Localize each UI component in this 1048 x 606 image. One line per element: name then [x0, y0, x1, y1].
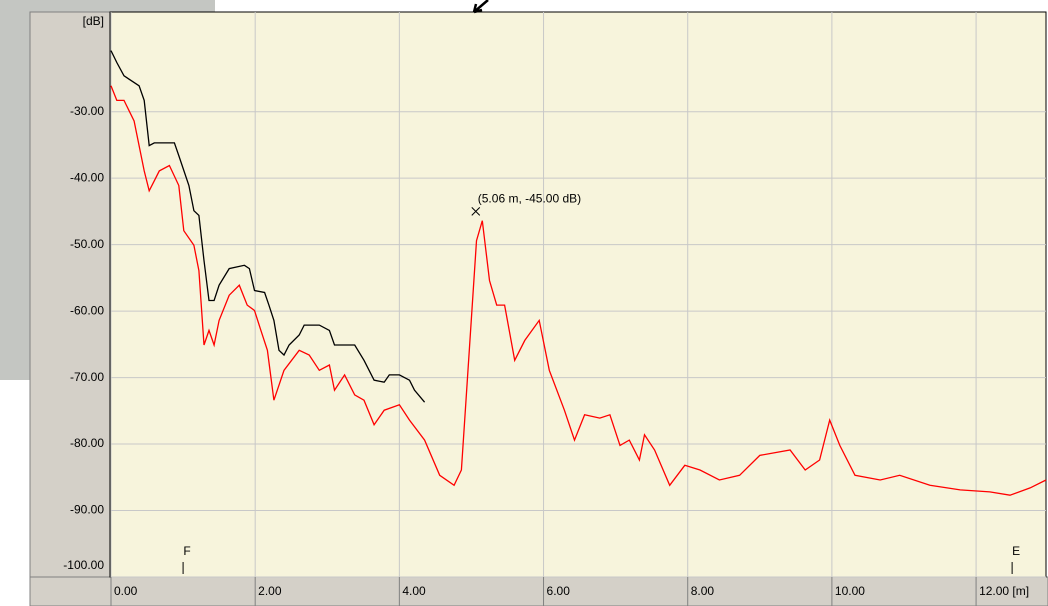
marker-label: F	[183, 544, 190, 558]
x-axis-panel	[29, 576, 1048, 606]
y-tick-label: -100.00	[63, 558, 104, 572]
x-tick-label: 10.00	[835, 584, 865, 598]
annotation-label: (5.06 m, -45.00 dB)	[478, 192, 581, 206]
background-photo	[0, 0, 215, 12]
y-tick-label: -40.00	[70, 170, 104, 184]
y-axis-label: [dB]	[83, 14, 104, 28]
background-photo	[0, 0, 30, 380]
y-axis-panel	[29, 11, 111, 606]
line-series	[110, 50, 426, 403]
y-tick-label: -70.00	[70, 370, 104, 384]
x-tick-label: 2.00	[258, 584, 282, 598]
marker-label: E	[1012, 544, 1020, 558]
y-tick-label: -90.00	[70, 503, 104, 517]
x-tick-label: 6.00	[547, 584, 571, 598]
annotation-point	[471, 207, 481, 216]
y-tick-label: -80.00	[70, 436, 104, 450]
plot-area	[109, 11, 1047, 578]
x-tick-label: 4.00	[402, 584, 426, 598]
x-tick-label: 12.00 [m]	[979, 584, 1029, 598]
y-tick-label: -50.00	[70, 237, 104, 251]
line-series	[110, 85, 1047, 496]
x-tick-label: 8.00	[691, 584, 715, 598]
y-tick-label: -60.00	[70, 303, 104, 317]
y-tick-label: -30.00	[70, 104, 104, 118]
pointer-arrow	[472, 0, 489, 14]
x-tick-label: 0.00	[114, 584, 138, 598]
